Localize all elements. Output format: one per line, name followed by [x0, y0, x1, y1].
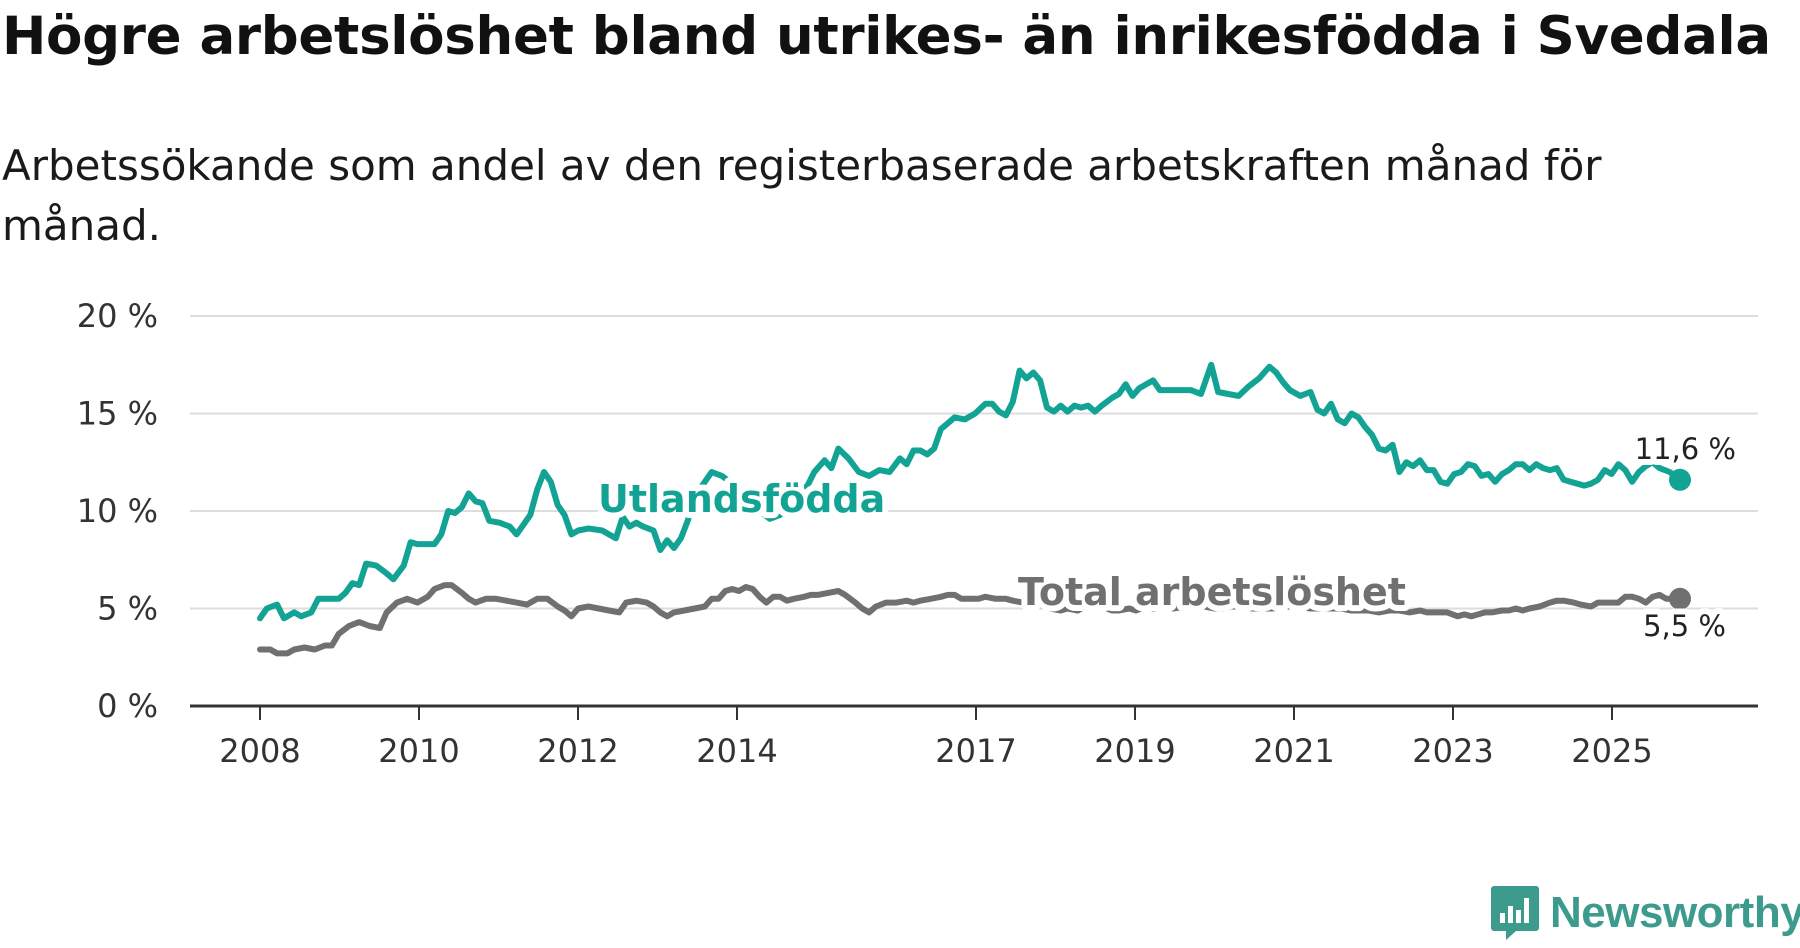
series-lines [257, 361, 1691, 657]
x-tick-label: 2025 [1571, 732, 1652, 770]
y-axis-ticks: 0 % 5 % 10 % 15 % 20 % [77, 297, 158, 725]
newsworthy-logo: Newsworthy [1490, 884, 1800, 942]
series-labels: Utlandsfödda Total arbetslöshet 11,6 % 5,5 … [592, 426, 1742, 649]
x-tick-label: 2008 [219, 732, 300, 770]
series-label-utlandsfodda: Utlandsfödda [598, 477, 885, 521]
chart-title: Högre arbetslöshet bland utrikes- än inr… [2, 6, 1771, 67]
newsworthy-logo-text: Newsworthy [1550, 888, 1800, 937]
end-value-label-total: 5,5 % [1643, 609, 1726, 643]
y-tick-label: 5 % [97, 590, 158, 628]
y-tick-label: 0 % [97, 687, 158, 725]
x-tick-label: 2012 [537, 732, 618, 770]
series-label-total: Total arbetslöshet [1018, 570, 1406, 614]
end-marker-utlandsfodda [1669, 468, 1691, 491]
newsworthy-logo-icon [1491, 886, 1539, 940]
y-tick-label: 15 % [77, 395, 158, 433]
end-value-label-utlandsfodda: 11,6 % [1635, 432, 1736, 466]
x-tick-label: 2017 [935, 732, 1016, 770]
end-marker-total [1669, 587, 1691, 610]
x-axis-ticks: 2008 2010 2012 2014 2017 2019 2021 2023 2025 [219, 706, 1653, 770]
x-tick-label: 2021 [1253, 732, 1334, 770]
chart-subtitle: Arbetssökande som andel av den registerb… [2, 141, 1602, 250]
x-tick-label: 2014 [696, 732, 777, 770]
y-tick-label: 10 % [77, 492, 158, 530]
x-tick-label: 2019 [1094, 732, 1175, 770]
series-line-utlandsfodda [257, 361, 1683, 622]
series-line-total [257, 582, 1683, 657]
x-tick-label: 2023 [1412, 732, 1493, 770]
x-tick-label: 2010 [378, 732, 459, 770]
y-tick-label: 20 % [77, 297, 158, 335]
